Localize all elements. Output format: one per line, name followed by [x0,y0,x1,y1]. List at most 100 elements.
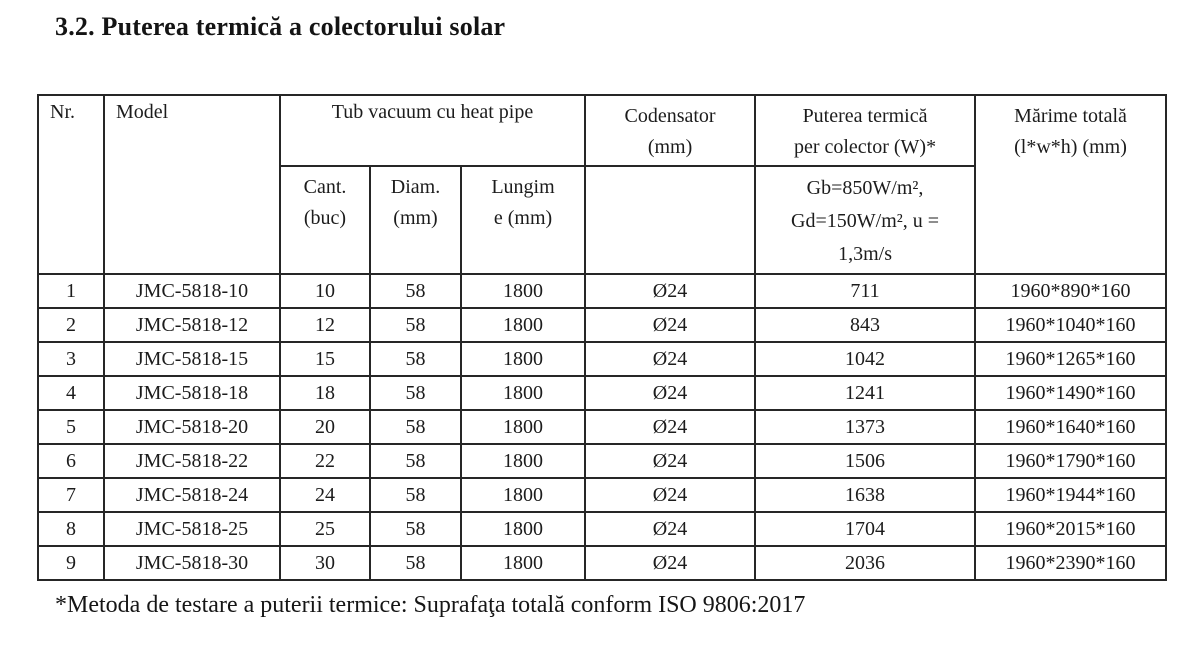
table-row: 3 JMC-5818-15 15 58 1800 Ø24 1042 1960*1… [37,341,1168,377]
cell-putere: 1373 [754,409,977,445]
cell-cant: 20 [279,409,371,445]
table-row: 7 JMC-5818-24 24 58 1800 Ø24 1638 1960*1… [37,477,1168,513]
cell-codensator: Ø24 [584,443,757,479]
col-header-codensator: Codensator (mm) [584,94,757,167]
cell-lungime: 1800 [459,545,587,581]
col-header-nr: Nr. [37,94,105,275]
cell-cant: 24 [279,477,371,513]
cell-model: JMC-5818-12 [103,307,281,343]
cell-cant: 18 [279,375,371,411]
table-row: 2 JMC-5818-12 12 58 1800 Ø24 843 1960*10… [37,307,1168,343]
cell-diam: 58 [369,443,462,479]
document-page: 3.2. Puterea termică a colectorului sola… [37,12,1168,618]
cell-codensator: Ø24 [584,273,757,309]
col-header-putere-conditions: Gb=850W/m², Gd=150W/m², u = 1,3m/s [754,165,977,275]
section-title: 3.2. Puterea termică a colectorului sola… [55,12,506,41]
cell-model: JMC-5818-20 [103,409,281,445]
header-line: Lungim [491,176,555,198]
cell-marime: 1960*1640*160 [974,409,1168,445]
col-header-marime: Mărime totală (l*w*h) (mm) [974,94,1168,275]
header-row-1: Nr. Model Tub vacuum cu heat pipe Codens… [37,94,1168,275]
cell-nr: 3 [37,341,105,377]
cell-marime: 1960*1265*160 [974,341,1168,377]
table-row: 1 JMC-5818-10 10 58 1800 Ø24 711 1960*89… [37,273,1168,309]
cell-diam: 58 [369,511,462,547]
cell-codensator: Ø24 [584,477,757,513]
cell-putere: 2036 [754,545,977,581]
cell-model: JMC-5818-24 [103,477,281,513]
col-header-diam: Diam. (mm) [369,165,462,275]
cell-codensator: Ø24 [584,409,757,445]
table-row: 9 JMC-5818-30 30 58 1800 Ø24 2036 1960*2… [37,545,1168,581]
cell-diam: 58 [369,409,462,445]
header-line: (l*w*h) (mm) [1014,136,1127,158]
cell-cant: 30 [279,545,371,581]
cell-putere: 1506 [754,443,977,479]
cell-diam: 58 [369,477,462,513]
cell-marime: 1960*1944*160 [974,477,1168,513]
col-header-cant: Cant. (buc) [279,165,371,275]
cell-putere: 711 [754,273,977,309]
cell-marime: 1960*2015*160 [974,511,1168,547]
cell-lungime: 1800 [459,307,587,343]
cell-lungime: 1800 [459,477,587,513]
cell-lungime: 1800 [459,273,587,309]
cell-codensator: Ø24 [584,341,757,377]
cell-cant: 22 [279,443,371,479]
cell-cant: 10 [279,273,371,309]
cell-nr: 9 [37,545,105,581]
cell-lungime: 1800 [459,375,587,411]
spec-table: Nr. Model Tub vacuum cu heat pipe Codens… [37,94,1168,581]
col-header-putere: Puterea termică per colector (W)* [754,94,977,167]
cell-diam: 58 [369,273,462,309]
cell-diam: 58 [369,307,462,343]
header-line: Puterea termică [802,105,928,127]
cell-nr: 8 [37,511,105,547]
cell-diam: 58 [369,545,462,581]
cell-putere: 1042 [754,341,977,377]
table-row: 6 JMC-5818-22 22 58 1800 Ø24 1506 1960*1… [37,443,1168,479]
cell-codensator: Ø24 [584,375,757,411]
footnote: *Metoda de testare a puterii termice: Su… [55,592,806,618]
header-line: (mm) [647,136,693,158]
header-line: (buc) [303,207,347,229]
header-line: 1,3m/s [838,243,892,265]
cell-nr: 7 [37,477,105,513]
cell-lungime: 1800 [459,341,587,377]
col-header-lungime: Lungim e (mm) [459,165,587,275]
header-line: Diam. [390,176,441,198]
col-header-codensator-sub [584,165,757,275]
cell-nr: 2 [37,307,105,343]
header-line: Cant. [303,176,347,198]
cell-model: JMC-5818-18 [103,375,281,411]
cell-model: JMC-5818-30 [103,545,281,581]
cell-model: JMC-5818-15 [103,341,281,377]
cell-lungime: 1800 [459,409,587,445]
cell-codensator: Ø24 [584,511,757,547]
header-line: Mărime totală [1014,105,1127,127]
cell-marime: 1960*2390*160 [974,545,1168,581]
table-row: 5 JMC-5818-20 20 58 1800 Ø24 1373 1960*1… [37,409,1168,445]
table-body: 1 JMC-5818-10 10 58 1800 Ø24 711 1960*89… [37,273,1168,581]
cell-cant: 25 [279,511,371,547]
cell-marime: 1960*1040*160 [974,307,1168,343]
cell-nr: 1 [37,273,105,309]
cell-model: JMC-5818-22 [103,443,281,479]
cell-model: JMC-5818-25 [103,511,281,547]
cell-putere: 1241 [754,375,977,411]
cell-cant: 15 [279,341,371,377]
header-line: per colector (W)* [793,136,937,158]
cell-nr: 6 [37,443,105,479]
header-line: Gb=850W/m², [806,177,924,199]
header-line: Gd=150W/m², u = [791,210,940,232]
cell-putere: 1704 [754,511,977,547]
cell-codensator: Ø24 [584,545,757,581]
cell-nr: 4 [37,375,105,411]
cell-diam: 58 [369,375,462,411]
header-line: Codensator [624,105,716,127]
cell-lungime: 1800 [459,511,587,547]
col-header-tub-vacuum: Tub vacuum cu heat pipe [278,94,587,167]
table-row: 4 JMC-5818-18 18 58 1800 Ø24 1241 1960*1… [37,375,1168,411]
header-line: (mm) [393,207,438,229]
cell-putere: 843 [754,307,977,343]
